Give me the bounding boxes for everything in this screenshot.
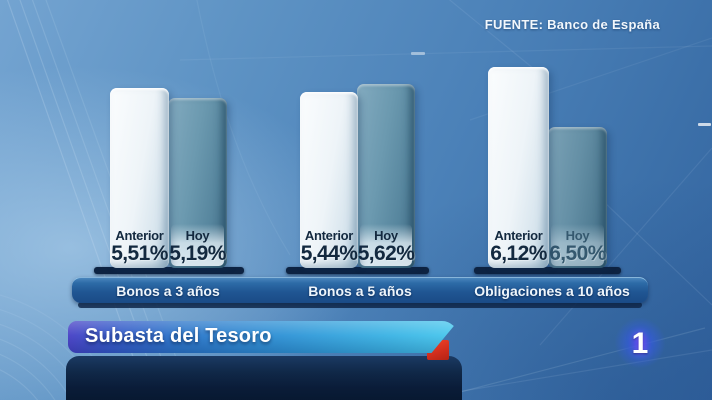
bar-base-group2 [286,267,429,274]
source-credit: FUENTE: Banco de España [484,17,660,32]
bar-anterior-bonos3: Anterior 5,51% [110,88,169,268]
category-bonos-3: Bonos a 3 años [116,282,220,299]
category-band: Bonos a 3 años Bonos a 5 años Obligacion… [72,277,648,303]
bar-hoy-bonos3: Hoy 5,19% [168,98,227,268]
bar-label-anterior-bonos3: Anterior 5,51% [111,228,168,265]
bar-anterior-bonos5: Anterior 5,44% [300,92,358,268]
category-bonos-5: Bonos a 5 años [308,282,412,299]
bar-label-hoy-bonos3: Hoy 5,19% [169,228,226,265]
bar-label-anterior-obligaciones10: Anterior 6,12% [490,228,547,265]
page-title: Subasta del Tesoro [85,325,272,347]
channel-logo-text: 1 [631,327,649,360]
bar-anterior-obligaciones10: Anterior 6,12% [488,67,549,268]
bar-base-group1 [94,267,244,274]
bar-label-hoy-obligaciones10: Hoy 6,50% [549,228,606,265]
bar-hoy-bonos5: Hoy 5,62% [357,84,415,268]
bar-base-group3 [474,267,621,274]
channel-logo-la1: 1 [614,318,666,370]
title-banner: Subasta del Tesoro [68,321,458,353]
bar-label-hoy-bonos5: Hoy 5,62% [357,228,415,265]
bar-label-anterior-bonos5: Anterior 5,44% [300,228,358,265]
category-band-shadow [78,302,642,308]
lower-third-panel [66,356,462,400]
category-obligaciones-10: Obligaciones a 10 años [474,282,630,299]
bar-hoy-obligaciones10: Hoy 6,50% [548,127,607,268]
